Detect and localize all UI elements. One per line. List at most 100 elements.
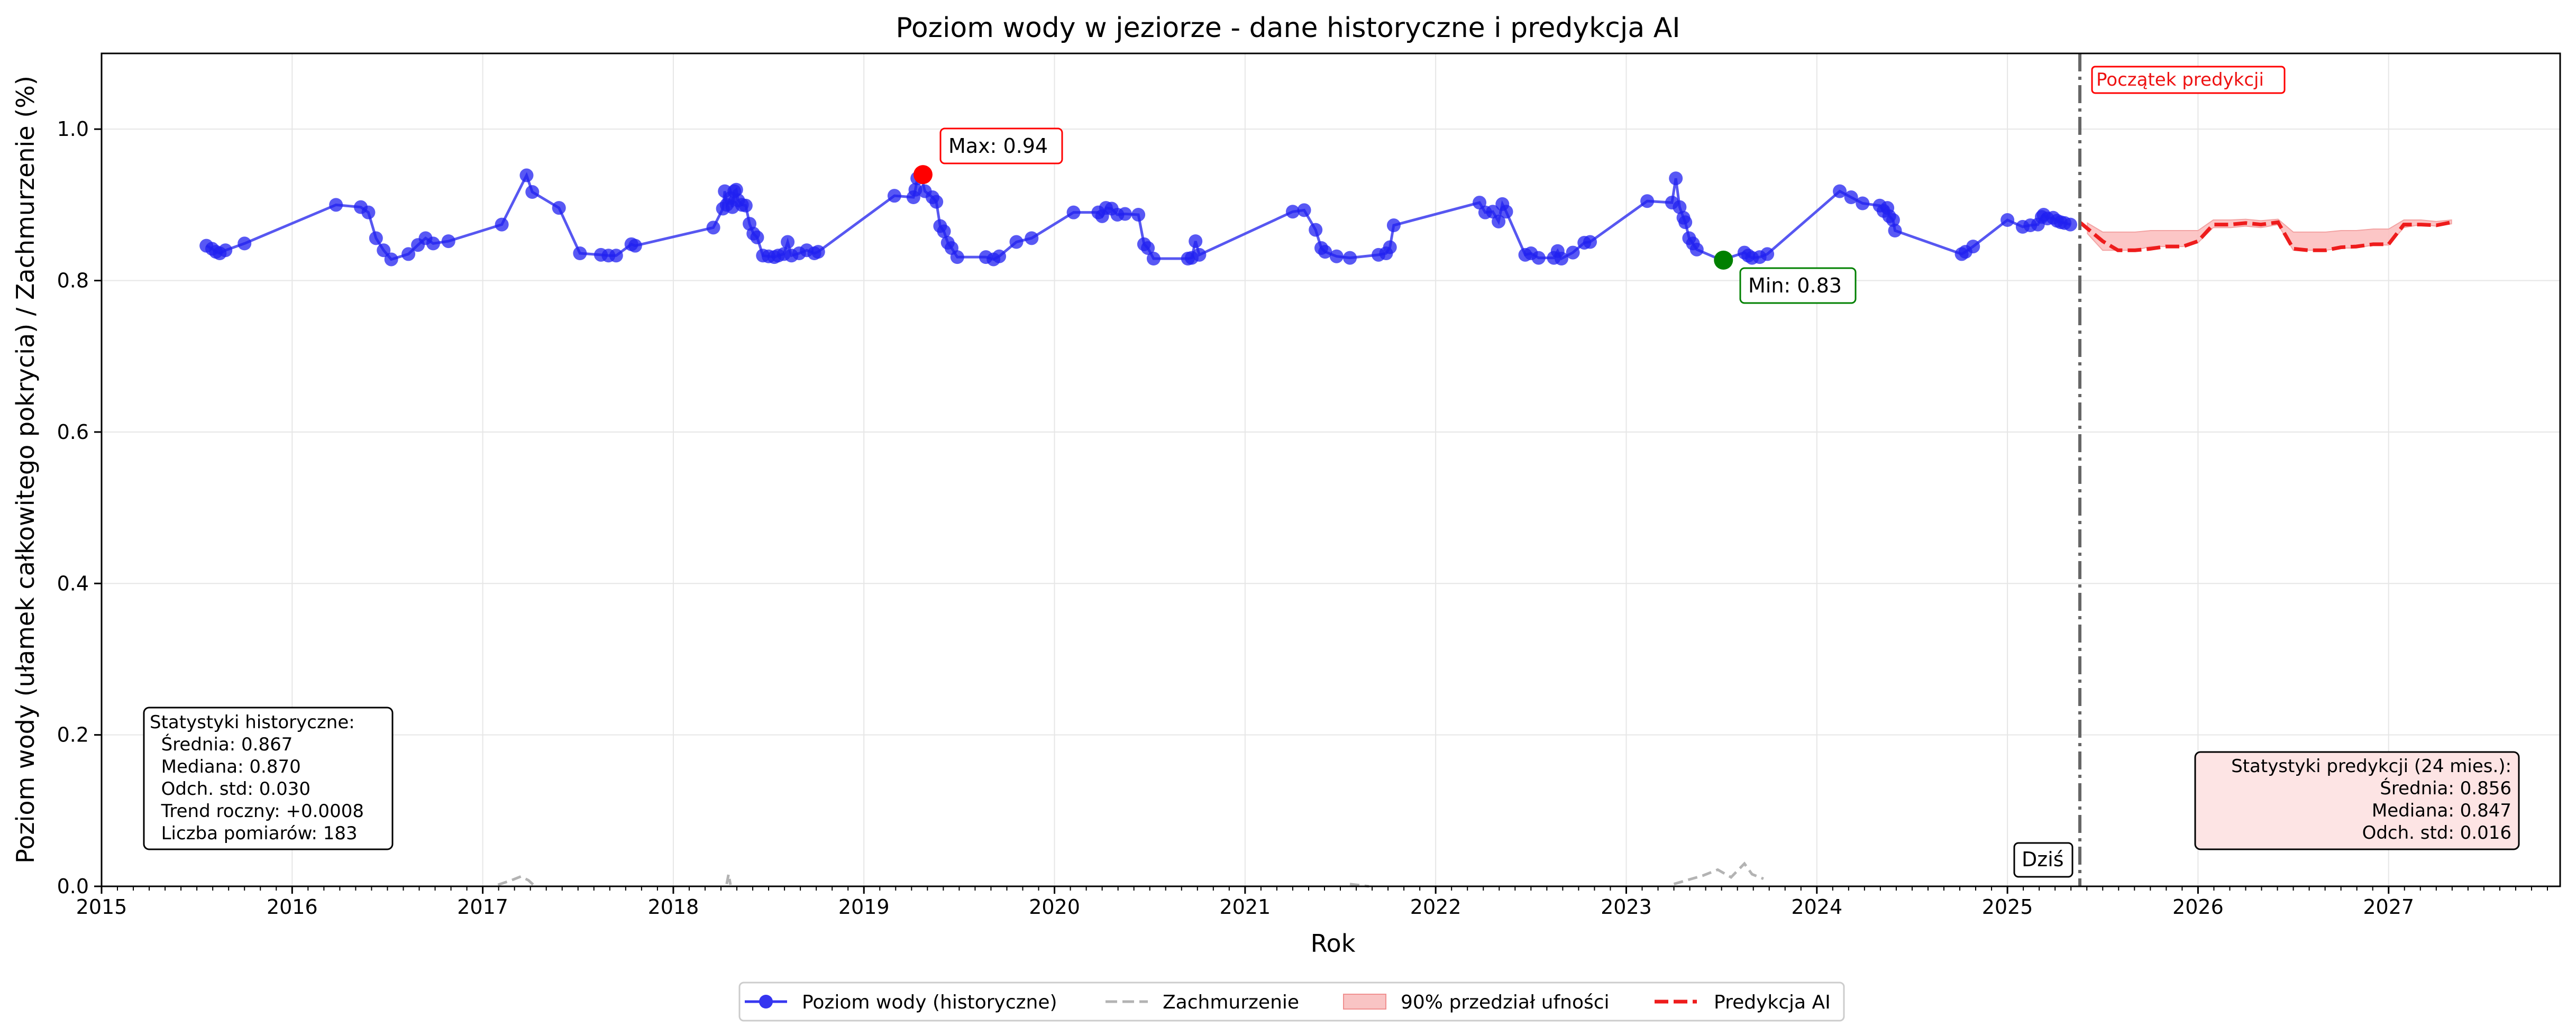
y-axis-ticks: 0.0 0.2 0.4 0.6 0.8 1.0 (57, 117, 102, 898)
legend-label-prediction: Predykcja AI (1714, 992, 1831, 1013)
stats-hist-line: Odch. std: 0.030 (150, 778, 310, 800)
x-tick-label: 2024 (1791, 895, 1842, 919)
historical-point (937, 224, 951, 239)
historical-point (525, 185, 540, 199)
stats-hist-line: Średnia: 0.867 (150, 734, 293, 755)
historical-point (237, 236, 252, 251)
x-tick-label: 2026 (2172, 895, 2224, 919)
historical-point (1583, 235, 1597, 249)
x-tick-label: 2015 (76, 895, 127, 919)
y-tick-label: 0.8 (57, 269, 89, 292)
historical-point (706, 221, 720, 235)
y-tick-label: 0.6 (57, 420, 89, 444)
historical-point (1141, 241, 1155, 255)
historical-point (1118, 207, 1132, 221)
historical-point (1640, 194, 1655, 208)
historical-point (811, 245, 825, 259)
x-axis-label: Rok (1311, 929, 1356, 958)
confidence-band (2087, 218, 2452, 251)
x-tick-label: 2019 (838, 895, 890, 919)
historical-point (1131, 207, 1146, 222)
plot-frame (101, 52, 2561, 887)
historical-point (1492, 214, 1506, 228)
prediction-series (2078, 220, 2452, 252)
historical-point (401, 247, 416, 261)
historical-point (950, 250, 964, 264)
confidence-band-series (2087, 218, 2452, 251)
historical-point (361, 205, 376, 219)
x-tick-label: 2027 (2363, 895, 2414, 919)
historical-point (329, 198, 343, 212)
historical-point (1554, 252, 1568, 266)
historical-stats-box: Statystyki historyczne: Średnia: 0.867 M… (143, 707, 394, 850)
min-annotation-label: Min: 0.83 (1748, 274, 1842, 297)
legend-label-band: 90% przedział ufności (1401, 992, 1610, 1013)
historical-point (1285, 205, 1300, 219)
legend: Poziom wody (historyczne) Zachmurzenie 9… (738, 982, 1845, 1022)
x-tick-label: 2016 (267, 895, 318, 919)
historical-point (1009, 235, 1024, 249)
historical-point (738, 198, 753, 213)
legend-item-prediction: Predykcja AI (1655, 992, 1831, 1013)
stats-hist-line: Statystyki historyczne: (150, 712, 355, 733)
cloud-line (497, 875, 535, 887)
historical-point (441, 234, 455, 249)
y-axis-label: Poziom wody (ułamek całkowitego pokrycia… (11, 76, 40, 864)
stats-hist-line: Mediana: 0.870 (150, 756, 301, 777)
stats-pred-line: Mediana: 0.847 (2372, 800, 2511, 821)
today-box (2013, 842, 2073, 878)
historical-point (929, 195, 944, 209)
historical-point (1189, 234, 1203, 249)
prediction-start-box (2091, 66, 2286, 94)
historical-point (426, 236, 440, 251)
stats-pred-line: Średnia: 0.856 (2380, 777, 2511, 799)
historical-point (1386, 218, 1401, 233)
historical-point (1856, 196, 1870, 210)
min-annotation-box (1739, 267, 1857, 304)
historical-point (2063, 217, 2078, 232)
prediction-stats-frame (2194, 751, 2520, 850)
historical-point (1888, 224, 1902, 238)
prediction-start-label: Początek predykcji (2096, 69, 2264, 90)
legend-frame (738, 982, 1845, 1022)
historical-point (992, 249, 1007, 263)
prediction-stats-box: Statystyki predykcji (24 mies.): Średnia… (2194, 751, 2520, 850)
historical-point (552, 201, 566, 215)
x-tick-label: 2025 (1982, 895, 2033, 919)
x-tick-label: 2020 (1029, 895, 1080, 919)
stats-pred-line: Odch. std: 0.016 (2362, 822, 2511, 844)
cloud-line (725, 874, 732, 885)
historical-point (1192, 247, 1207, 262)
y-tick-label: 0.4 (57, 572, 89, 595)
historical-point (887, 189, 901, 203)
historical-point (1833, 184, 1847, 198)
historical-point (377, 243, 391, 258)
x-tick-label: 2022 (1410, 895, 1461, 919)
historical-point (2000, 213, 2015, 227)
x-tick-label: 2021 (1220, 895, 1271, 919)
legend-item-band: 90% przedział ufności (1343, 992, 1610, 1013)
stats-pred-line: Statystyki predykcji (24 mies.): (2231, 756, 2511, 777)
historical-point (1531, 251, 1546, 265)
historical-point (750, 230, 764, 244)
historical-point (1886, 213, 1900, 227)
stats-hist-line: Liczba pomiarów: 183 (150, 823, 358, 844)
historical-point (1669, 171, 1683, 186)
today-label: Dziś (2022, 848, 2064, 871)
historical-point (1383, 240, 1397, 254)
historical-point (1566, 245, 1580, 260)
historical-point (609, 249, 623, 263)
cloud-line (1673, 861, 1764, 886)
stats-hist-line: Trend roczny: +0.0008 (150, 801, 364, 822)
historical-point (495, 217, 509, 232)
historical-point (1146, 252, 1161, 266)
legend-item-cloud: Zachmurzenie (1106, 992, 1299, 1013)
historical-point (1689, 242, 1704, 256)
historical-point (1025, 231, 1039, 245)
historical-point (1066, 205, 1081, 219)
historical-point (1329, 249, 1344, 263)
x-tick-label: 2017 (457, 895, 508, 919)
extrema-markers (913, 165, 1733, 270)
